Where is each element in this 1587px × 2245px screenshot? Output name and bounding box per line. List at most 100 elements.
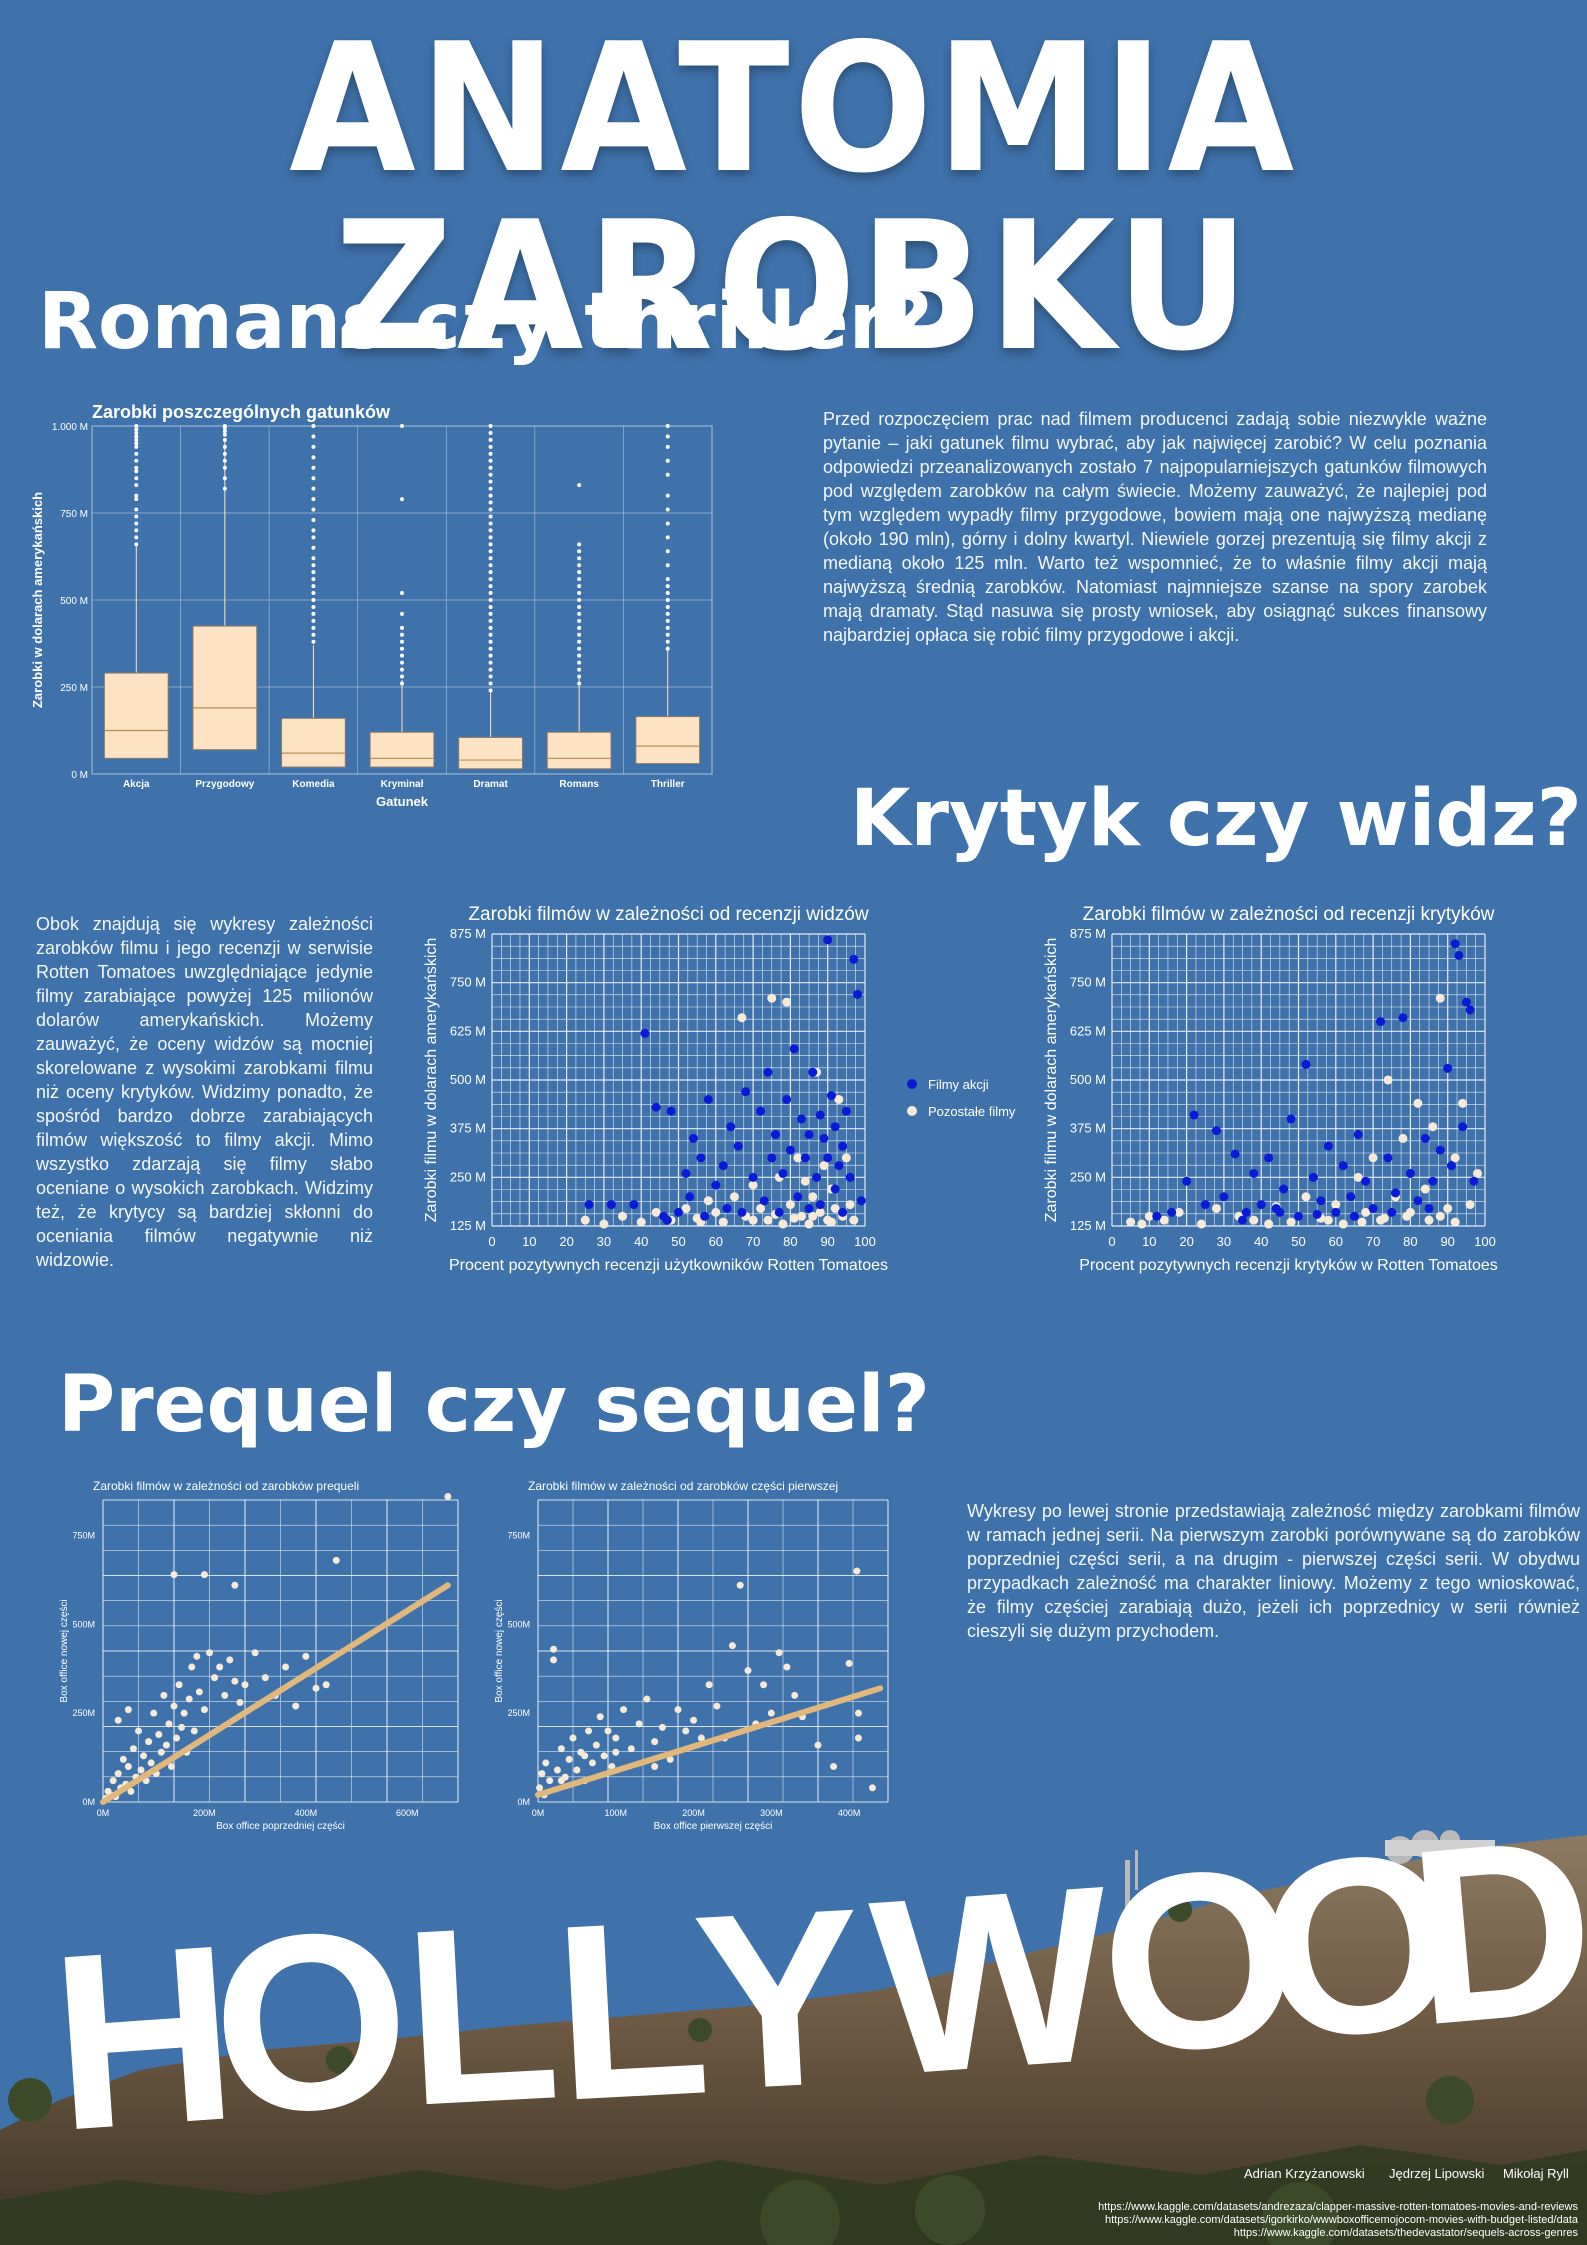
scatter-point-action	[629, 1200, 639, 1210]
scatter-point	[155, 1730, 163, 1738]
scatter-point	[173, 1734, 181, 1742]
scatter-point-action	[1424, 1203, 1434, 1213]
box-outlier	[488, 577, 493, 582]
box-outlier	[311, 486, 316, 491]
box-outlier	[577, 577, 582, 582]
box-outlier	[665, 563, 670, 568]
scatter-point-other	[718, 1217, 728, 1227]
scatter-point-other	[1357, 1217, 1367, 1227]
scatter-point-action	[1230, 1149, 1240, 1159]
scatter-point	[137, 1766, 145, 1774]
scatter-point-action	[681, 1168, 691, 1178]
scatter-point	[195, 1688, 203, 1696]
scatter-point	[261, 1674, 269, 1682]
scatter-point-other	[748, 1180, 758, 1190]
y-tick-label: 500M	[72, 1619, 95, 1629]
scatter-point-other	[1443, 1203, 1453, 1213]
scatter-point	[165, 1720, 173, 1728]
audience-scatter-chart: Zarobki filmów w zależności od recenzji …	[423, 904, 1016, 1274]
box-outlier	[488, 604, 493, 609]
box-outlier	[222, 465, 227, 470]
scatter-point-action	[1182, 1176, 1192, 1186]
scatter-point-action	[1331, 1207, 1341, 1217]
x-tick-label: 400M	[295, 1808, 318, 1818]
box-outlier	[577, 598, 582, 602]
x-tick-label: Dramat	[473, 779, 508, 790]
box-outlier	[665, 472, 670, 477]
prequel-scatter-chart: Zarobki filmów w zależności od zarobków …	[59, 1479, 459, 1832]
scatter-point-action	[1458, 1122, 1468, 1132]
source-link-3[interactable]: https://www.kaggle.com/datasets/thedevas…	[1233, 2227, 1578, 2239]
scatter-point	[124, 1762, 132, 1770]
credit-author-1: Adrian Krzyżanowski	[1244, 2166, 1365, 2181]
box-outlier	[577, 611, 582, 616]
scatter-point-action	[1435, 1145, 1445, 1155]
scatter-point-action	[823, 1153, 833, 1163]
y-tick-label: 250 M	[450, 1169, 486, 1184]
scatter-point-action	[1353, 1130, 1363, 1140]
box-outlier	[488, 451, 493, 456]
scatter-point-action	[1264, 1153, 1274, 1163]
scatter-point-action	[1450, 939, 1460, 949]
main-title: ANATOMIA ZAROBKU	[289, 5, 1298, 390]
y-axis-label: Zarobki w dolarach amerykańskich	[30, 492, 45, 708]
scatter-point-other	[804, 1219, 814, 1229]
scatter-point	[188, 1663, 196, 1671]
trend-line	[100, 1582, 451, 1805]
scatter-point-action	[834, 1161, 844, 1171]
box-outlier	[311, 598, 316, 602]
scatter-point-action	[785, 1145, 795, 1155]
box-outlier	[400, 625, 404, 630]
scatter-point	[221, 1691, 229, 1699]
box-outlier	[665, 577, 670, 582]
y-tick-label: 500 M	[450, 1072, 486, 1087]
chart-title: Zarobki poszczególnych gatunków	[92, 402, 391, 422]
scatter-point	[690, 1716, 698, 1724]
scatter-point-other	[845, 1200, 855, 1210]
scatter-point-other	[763, 1215, 773, 1225]
scatter-point-action	[722, 1203, 732, 1213]
scatter-point-other	[1144, 1211, 1154, 1221]
x-tick-label: 100M	[605, 1808, 628, 1818]
scatter-point	[167, 1762, 175, 1770]
scatter-point-other	[1435, 993, 1445, 1003]
box-outlier	[665, 639, 670, 644]
box-outlier	[134, 493, 139, 498]
scatter-point-other	[1450, 1217, 1460, 1227]
scatter-point-action	[674, 1207, 683, 1217]
scatter-point	[728, 1642, 736, 1650]
scatter-point	[569, 1734, 577, 1742]
box-outlier	[577, 625, 582, 630]
source-link-1[interactable]: https://www.kaggle.com/datasets/andrezaz…	[1098, 2201, 1578, 2213]
x-axis-label: Box office pierwszej części	[654, 1821, 773, 1832]
scatter-point-action	[1368, 1203, 1378, 1213]
scatter-point	[193, 1652, 201, 1660]
box-outlier	[222, 429, 227, 434]
scatter-point-other	[681, 1203, 691, 1213]
scatter-point	[573, 1766, 581, 1774]
box-outlier	[311, 563, 316, 568]
scatter-point	[830, 1762, 838, 1770]
box-outlier	[311, 556, 316, 561]
scatter-point-action	[1446, 1161, 1456, 1171]
scatter-point-action	[1461, 997, 1471, 1007]
box-outlier	[311, 434, 316, 439]
scatter-point-action	[726, 1122, 736, 1132]
box-outlier	[577, 591, 582, 596]
scatter-point	[666, 1755, 674, 1763]
x-tick-label: 40	[1254, 1234, 1268, 1249]
source-link-2[interactable]: https://www.kaggle.com/datasets/igorkirk…	[1105, 2214, 1578, 2226]
scatter-point	[170, 1571, 178, 1579]
box-outlier	[488, 653, 493, 658]
box-outlier	[311, 476, 316, 481]
scatter-point	[109, 1777, 117, 1785]
scatter-point	[236, 1699, 244, 1707]
box-outlier	[134, 434, 139, 439]
legend-label-action: Filmy akcji	[928, 1077, 989, 1092]
box-outlier	[577, 549, 582, 554]
y-tick-label: 750 M	[60, 509, 88, 520]
box-outlier	[488, 493, 493, 498]
scatter-point-action	[584, 1200, 594, 1210]
scatter-point	[585, 1727, 593, 1735]
scatter-point-action	[797, 1114, 807, 1124]
